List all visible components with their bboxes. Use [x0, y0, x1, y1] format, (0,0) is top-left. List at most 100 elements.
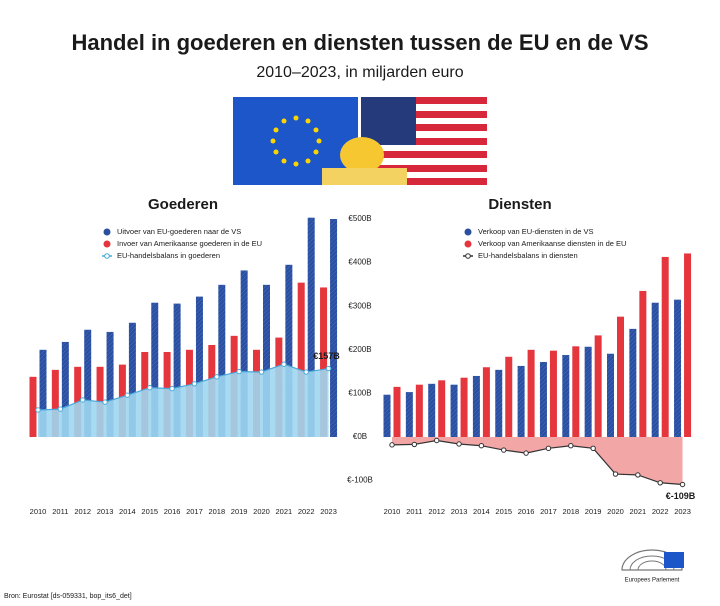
bar: [549, 350, 557, 437]
balance-point: [169, 385, 175, 392]
bar: [460, 377, 468, 437]
balance-point: [456, 441, 462, 447]
x-tick-label: 2020: [607, 507, 624, 516]
bar: [584, 346, 592, 437]
y-tick-label: €200B: [348, 345, 371, 354]
bar: [320, 287, 328, 437]
balance-point: [389, 442, 395, 448]
x-tick-label: 2021: [630, 507, 647, 516]
x-tick-label: 2017: [186, 507, 203, 516]
chart-title: Goederen: [148, 196, 218, 213]
title: Handel in goederen en diensten tussen de…: [71, 30, 648, 55]
bar: [617, 316, 624, 437]
bar: [661, 256, 669, 437]
subtitle: 2010–2023, in miljarden euro: [256, 64, 463, 81]
legend-marker: [103, 240, 111, 248]
bar: [562, 355, 570, 437]
x-tick-label: 2023: [320, 507, 337, 516]
balance-point: [478, 443, 485, 449]
balance-point: [80, 397, 86, 403]
legend-marker: [464, 228, 472, 236]
x-tick-label: 2014: [119, 507, 136, 516]
bar: [39, 349, 47, 437]
balance-area: [392, 437, 683, 485]
x-tick-label: 2011: [52, 507, 68, 516]
bar: [106, 331, 114, 437]
balance-line: [391, 439, 683, 486]
bar: [629, 328, 637, 437]
bar: [450, 384, 458, 437]
balance-point: [124, 392, 131, 398]
x-tick-label: 2017: [540, 507, 557, 516]
x-tick-label: 2016: [164, 507, 181, 516]
legend-label: Verkoop van Amerikaanse diensten in de E…: [478, 239, 626, 248]
balance-point: [523, 450, 529, 456]
balance-point: [590, 445, 596, 452]
balance-point: [657, 480, 663, 486]
balance-point: [236, 368, 242, 375]
bar: [472, 375, 480, 437]
bar: [517, 365, 525, 437]
balance-point: [325, 365, 332, 372]
bar: [607, 353, 614, 437]
y-tick-label: €500B: [348, 214, 371, 223]
x-tick-label: 2012: [428, 507, 445, 516]
x-tick-label: 2023: [674, 507, 691, 516]
bar: [415, 384, 423, 437]
bar: [29, 376, 37, 437]
chart-title: Diensten: [488, 196, 551, 213]
bar: [639, 290, 647, 437]
balance-point: [411, 441, 418, 448]
flags-illustration: [233, 97, 487, 185]
x-tick-label: 2019: [585, 507, 602, 516]
balance-line: [37, 363, 329, 411]
bar: [84, 329, 92, 437]
bar: [651, 302, 659, 437]
y-tick-label: €0B: [353, 432, 367, 441]
bar: [307, 217, 315, 437]
balance-point: [568, 443, 574, 449]
value-label: €-109B: [666, 491, 696, 501]
legend-label: Verkoop van EU-diensten in de VS: [478, 227, 594, 236]
bar: [482, 367, 490, 437]
bar: [218, 284, 226, 437]
x-tick-label: 2022: [652, 507, 669, 516]
legend-marker: [103, 228, 111, 236]
bar: [393, 386, 401, 437]
legend-marker: [104, 253, 110, 259]
balance-point: [501, 447, 507, 453]
balance-point: [679, 481, 686, 488]
x-tick-label: 2020: [253, 507, 270, 516]
balance-area: [38, 364, 329, 437]
bar: [151, 302, 159, 437]
balance-point: [612, 471, 619, 477]
bar: [173, 303, 181, 437]
legend-label: EU-handelsbalans in diensten: [478, 251, 578, 260]
bar: [505, 356, 513, 437]
bar: [572, 346, 580, 437]
x-tick-label: 2018: [562, 507, 579, 516]
y-tick-label: €-100B: [347, 476, 373, 485]
legend-label: Invoer van Amerikaanse goederen in de EU: [117, 239, 262, 248]
x-tick-label: 2010: [384, 507, 401, 516]
y-tick-label: €400B: [348, 258, 371, 267]
x-tick-label: 2012: [74, 507, 91, 516]
x-tick-label: 2019: [231, 507, 248, 516]
x-tick-label: 2013: [451, 507, 468, 516]
legend-label: Uitvoer van EU-goederen naar de VS: [117, 227, 241, 236]
x-tick-label: 2018: [208, 507, 225, 516]
bar: [428, 383, 436, 437]
balance-point: [57, 406, 64, 412]
x-tick-label: 2011: [406, 507, 422, 516]
x-tick-label: 2014: [473, 507, 490, 516]
legend-label: EU-handelsbalans in goederen: [117, 251, 220, 260]
balance-point: [102, 399, 108, 405]
bar: [594, 335, 602, 437]
bar: [383, 394, 391, 437]
x-tick-label: 2021: [276, 507, 293, 516]
balance-point: [303, 369, 309, 375]
x-tick-label: 2015: [495, 507, 512, 516]
balance-point: [434, 437, 440, 444]
x-tick-label: 2016: [518, 507, 535, 516]
